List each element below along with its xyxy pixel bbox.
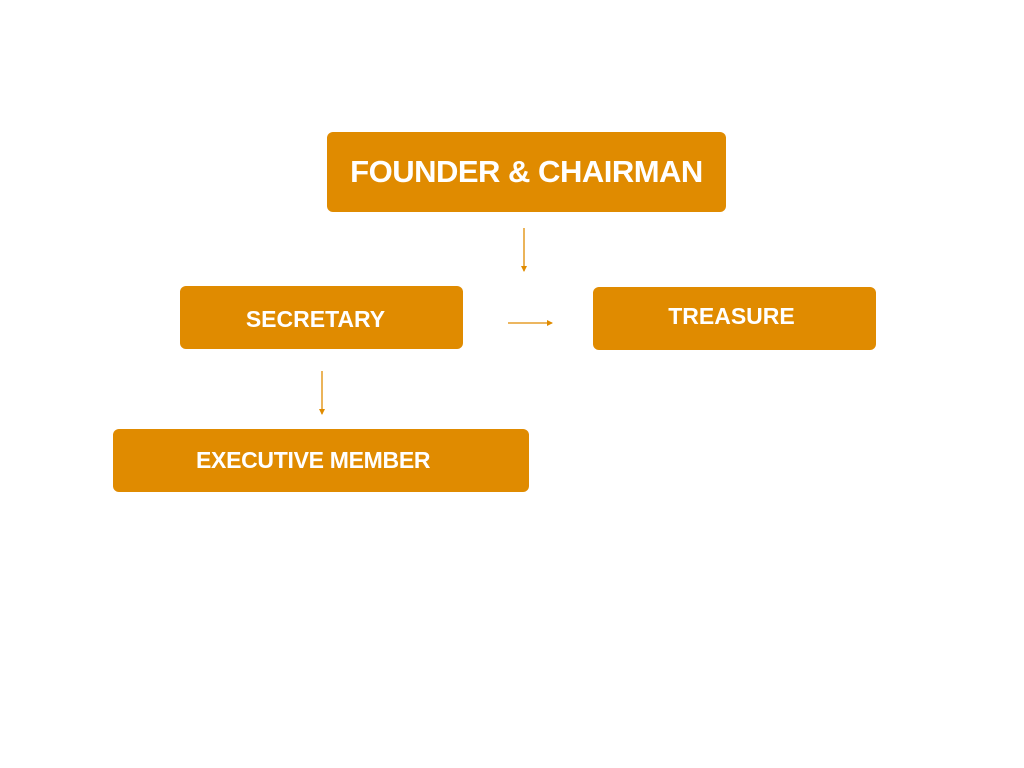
treasure-node: TREASURE xyxy=(593,287,876,350)
executive-member-node: EXECUTIVE MEMBER xyxy=(113,429,529,492)
founder-chairman-node: FOUNDER & CHAIRMAN xyxy=(327,132,726,212)
treasure-label: TREASURE xyxy=(668,303,795,329)
founder-chairman-label: FOUNDER & CHAIRMAN xyxy=(350,154,703,189)
secretary-node: SECRETARY xyxy=(180,286,463,349)
secretary-label: SECRETARY xyxy=(245,305,386,332)
executive-member-label: EXECUTIVE MEMBER xyxy=(196,447,431,473)
